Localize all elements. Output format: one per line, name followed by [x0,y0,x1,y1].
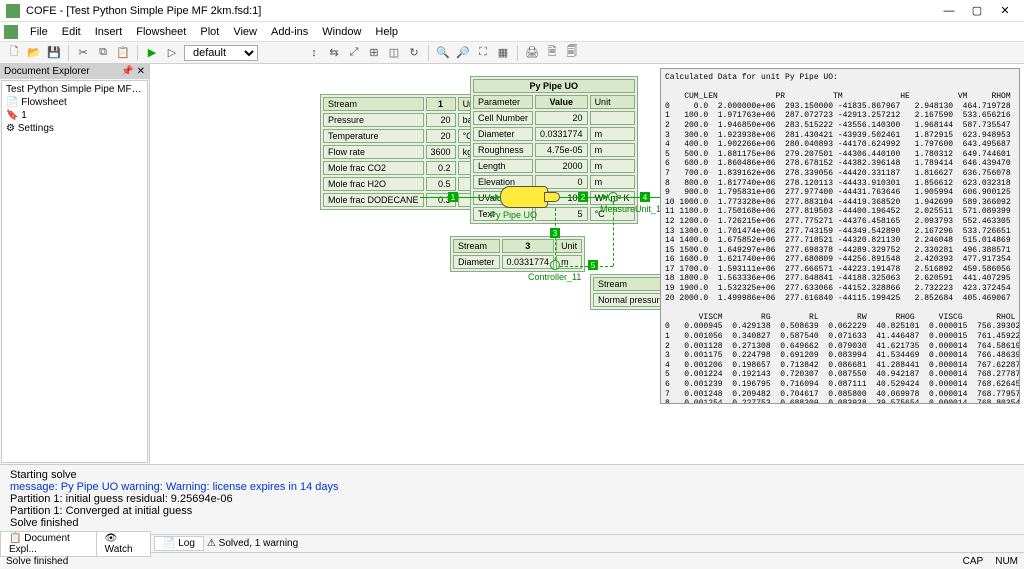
measure-label: MeasureUnit_13 [600,204,666,214]
info-line [560,266,613,267]
menubar: File Edit Insert Flowsheet Plot View Add… [0,22,1024,42]
calculated-data-panel[interactable]: Calculated Data for unit Py Pipe UO: CUM… [660,68,1020,404]
document-tree[interactable]: Test Python Simple Pipe MF 2km. 📄 Flowsh… [1,80,148,463]
main-workspace: Document Explorer 📌 ✕ Test Python Simple… [0,64,1024,464]
grid-icon[interactable]: ▦ [495,45,511,61]
titlebar: COFE - [Test Python Simple Pipe MF 2km.f… [0,0,1024,22]
stream-1-table[interactable]: Stream1Unit Pressure20barTemperature20°C… [320,94,493,210]
next-icon[interactable]: ▷ [164,45,180,61]
export-icon[interactable]: 🗐 [564,45,580,61]
tool-6-icon[interactable]: ↻ [406,45,422,61]
stream-tag-5[interactable]: 5 [588,260,598,270]
menu-file[interactable]: File [24,25,54,39]
menu-flowsheet[interactable]: Flowsheet [130,25,192,39]
bottom-tabs: 📋 Document Expl... 👁 Watch 📄 Log ⚠ Solve… [0,534,1024,552]
log-line: Starting solve [10,469,1014,481]
solve-status: ⚠ Solved, 1 warning [207,538,298,549]
new-icon[interactable]: 🗋 [6,45,22,61]
tool-2-icon[interactable]: ⇆ [326,45,342,61]
maximize-button[interactable]: ▢ [964,2,990,20]
paste-icon[interactable]: 📋 [115,45,131,61]
sidebar-pin-icon[interactable]: 📌 ✕ [121,66,145,77]
fit-icon[interactable]: ⛶ [475,45,491,61]
close-button[interactable]: ✕ [992,2,1018,20]
log-line: Solve finished [10,517,1014,529]
copy-icon[interactable]: ⧉ [95,45,111,61]
app-icon [6,4,20,18]
tab-document-explorer[interactable]: 📋 Document Expl... [0,531,97,557]
status-bar: Solve finished CAP NUM [0,552,1024,569]
save-icon[interactable]: 💾 [46,45,62,61]
cut-icon[interactable]: ✂ [75,45,91,61]
flowsheet-canvas[interactable]: Stream1Unit Pressure20barTemperature20°C… [150,64,1024,464]
tree-item[interactable]: Test Python Simple Pipe MF 2km. [4,83,145,96]
stream-tag-4[interactable]: 4 [640,192,650,202]
print-icon[interactable]: 🖨 [524,45,540,61]
menu-window[interactable]: Window [316,25,367,39]
tree-item[interactable]: 📄 Flowsheet [4,96,145,109]
tool-5-icon[interactable]: ◫ [386,45,402,61]
menu-insert[interactable]: Insert [89,25,129,39]
window-title: COFE - [Test Python Simple Pipe MF 2km.f… [26,5,936,17]
run-icon[interactable]: ▶ [144,45,160,61]
tree-item[interactable]: ⚙ Settings [4,122,145,135]
menu-edit[interactable]: Edit [56,25,87,39]
status-text: Solve finished [6,556,68,567]
controller-label: Controller_11 [528,272,581,282]
open-icon[interactable]: 📂 [26,45,42,61]
stream-tag-2[interactable]: 2 [578,192,588,202]
tool-4-icon[interactable]: ⊞ [366,45,382,61]
menu-plot[interactable]: Plot [194,25,225,39]
menu-help[interactable]: Help [369,25,404,39]
pipe-label: Py Pipe UO [490,210,537,220]
tree-item[interactable]: 🔖 1 [4,109,145,122]
minimize-button[interactable]: — [936,2,962,20]
log-panel[interactable]: Starting solve message: Py Pipe UO warni… [0,464,1024,534]
stream-line [420,197,500,198]
doc-icon [4,25,18,39]
pipe-unit[interactable] [500,186,560,208]
toolbar: 🗋 📂 💾 ✂ ⧉ 📋 ▶ ▷ default ↕ ⇆ ⤢ ⊞ ◫ ↻ 🔍 🔎 … [0,42,1024,64]
menu-view[interactable]: View [227,25,263,39]
preview-icon[interactable]: 🗎 [544,45,560,61]
sidebar-title: Document Explorer [4,66,90,77]
sidebar: Document Explorer 📌 ✕ Test Python Simple… [0,64,150,464]
status-num: NUM [995,556,1018,567]
log-line: Partition 1: initial guess residual: 9.2… [10,493,1014,505]
sidebar-header: Document Explorer 📌 ✕ [0,64,149,79]
stream-tag-1[interactable]: 1 [448,192,458,202]
menu-addins[interactable]: Add-ins [265,25,314,39]
measure-unit[interactable] [608,192,618,202]
stream-tag-3[interactable]: 3 [550,228,560,238]
zoom-out-icon[interactable]: 🔎 [455,45,471,61]
log-line: Partition 1: Converged at initial guess [10,505,1014,517]
log-warning: message: Py Pipe UO warning: Warning: li… [10,481,1014,493]
tool-3-icon[interactable]: ⤢ [346,45,362,61]
controller-unit[interactable] [550,260,560,270]
tool-1-icon[interactable]: ↕ [306,45,322,61]
toolbar-combo[interactable]: default [184,45,258,61]
tab-watch[interactable]: 👁 Watch [96,531,151,557]
status-cap: CAP [963,556,984,567]
zoom-in-icon[interactable]: 🔍 [435,45,451,61]
